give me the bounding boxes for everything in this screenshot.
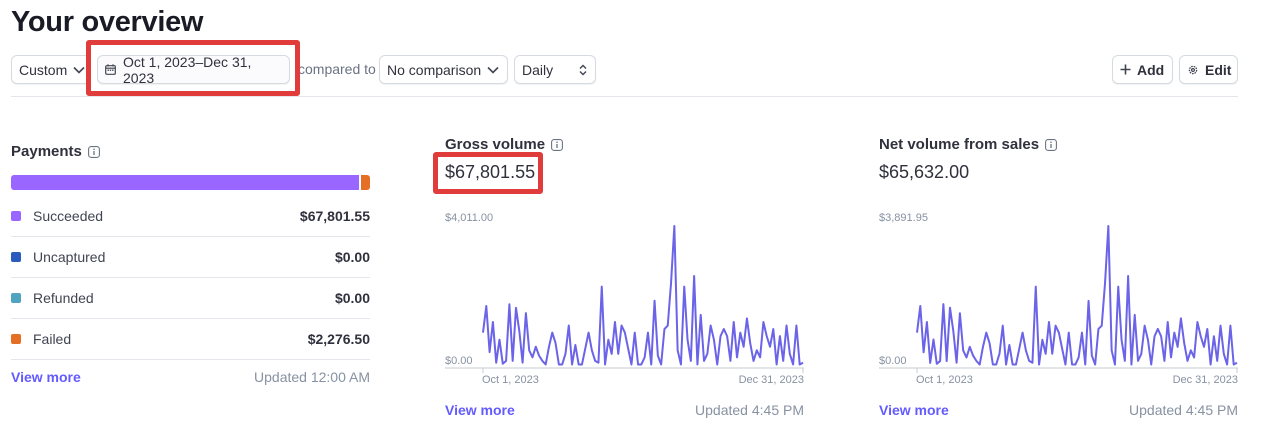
- date-range-picker[interactable]: Oct 1, 2023–Dec 31, 2023: [97, 53, 290, 86]
- legend-row-refunded[interactable]: Refunded $0.00: [11, 278, 370, 319]
- net-volume-value: $65,632.00: [879, 162, 970, 182]
- net-updated-text: Updated 4:45 PM: [1129, 402, 1238, 418]
- interval-label: Daily: [522, 61, 554, 78]
- legend-row-failed[interactable]: Failed $2,276.50: [11, 319, 370, 360]
- legend-value: $0.00: [334, 249, 370, 265]
- legend-row-uncaptured[interactable]: Uncaptured $0.00: [11, 237, 370, 278]
- legend-label: Refunded: [33, 290, 94, 306]
- compared-to-label: compared to: [298, 61, 376, 77]
- gross-x-start-label: Oct 1, 2023: [482, 374, 539, 386]
- gross-volume-title-label: Gross volume: [445, 136, 546, 153]
- gross-series-line[interactable]: [482, 225, 804, 366]
- page-title: Your overview: [11, 6, 204, 38]
- net-volume-title: Net volume from sales: [879, 136, 1058, 153]
- chevron-down-icon: [73, 66, 85, 74]
- legend-label: Uncaptured: [33, 249, 106, 265]
- legend-value: $2,276.50: [307, 331, 370, 347]
- calendar-icon: [105, 64, 116, 75]
- range-preset-label: Custom: [19, 61, 68, 78]
- info-icon[interactable]: [551, 138, 563, 151]
- chevron-down-icon: [487, 66, 499, 74]
- gross-view-more-link[interactable]: View more: [445, 402, 515, 418]
- legend-value: $67,801.55: [299, 208, 370, 224]
- date-range-label: Oct 1, 2023–Dec 31, 2023: [123, 53, 252, 86]
- add-button[interactable]: Add: [1112, 55, 1173, 84]
- net-volume-chart: [879, 225, 1238, 373]
- legend-swatch: [11, 252, 21, 262]
- net-volume-title-label: Net volume from sales: [879, 136, 1040, 153]
- gross-volume-chart: [445, 225, 804, 373]
- stack-segment-failed: [358, 175, 370, 190]
- range-preset-select[interactable]: Custom: [11, 55, 91, 84]
- net-y-max-label: $3,891.95: [879, 212, 928, 224]
- gross-volume-value: $67,801.55: [445, 162, 536, 182]
- gross-updated-text: Updated 4:45 PM: [695, 402, 804, 418]
- legend-swatch: [11, 293, 21, 303]
- interval-select[interactable]: Daily: [514, 55, 596, 84]
- payments-updated-text: Updated 12:00 AM: [254, 369, 370, 385]
- legend-swatch: [11, 334, 21, 344]
- legend-label: Succeeded: [33, 208, 104, 224]
- payments-title: Payments: [11, 143, 100, 160]
- payments-view-more-link[interactable]: View more: [11, 369, 81, 385]
- net-y-min-label: $0.00: [879, 355, 907, 367]
- gear-icon: [1187, 64, 1199, 76]
- payments-title-label: Payments: [11, 143, 82, 160]
- legend-row-succeeded[interactable]: Succeeded $67,801.55: [11, 196, 370, 237]
- gross-y-min-label: $0.00: [445, 355, 473, 367]
- net-x-end-label: Dec 31, 2023: [1172, 374, 1238, 386]
- comparison-label: No comparison: [387, 61, 482, 78]
- toolbar-divider: [11, 96, 1238, 97]
- payments-stacked-bar: [11, 175, 370, 190]
- net-view-more-link[interactable]: View more: [879, 402, 949, 418]
- info-icon[interactable]: [1045, 138, 1058, 151]
- filter-toolbar: Custom Oct 1, 2023–Dec 31, 2023 compared…: [11, 53, 1238, 86]
- edit-button[interactable]: Edit: [1179, 55, 1238, 84]
- comparison-select[interactable]: No comparison: [379, 55, 508, 84]
- chevron-up-down-icon: [578, 64, 588, 76]
- legend-value: $0.00: [334, 290, 370, 306]
- edit-button-label: Edit: [1205, 61, 1232, 78]
- legend-swatch: [11, 211, 21, 221]
- stack-segment-succeeded: [11, 175, 359, 190]
- legend-label: Failed: [33, 331, 72, 347]
- add-button-label: Add: [1137, 61, 1165, 78]
- info-icon[interactable]: [87, 145, 100, 158]
- plus-icon: [1120, 64, 1131, 75]
- gross-x-end-label: Dec 31, 2023: [738, 374, 804, 386]
- net-series-line[interactable]: [916, 225, 1238, 366]
- gross-volume-title: Gross volume: [445, 136, 563, 153]
- net-x-start-label: Oct 1, 2023: [916, 374, 973, 386]
- gross-y-max-label: $4,011.00: [445, 212, 494, 224]
